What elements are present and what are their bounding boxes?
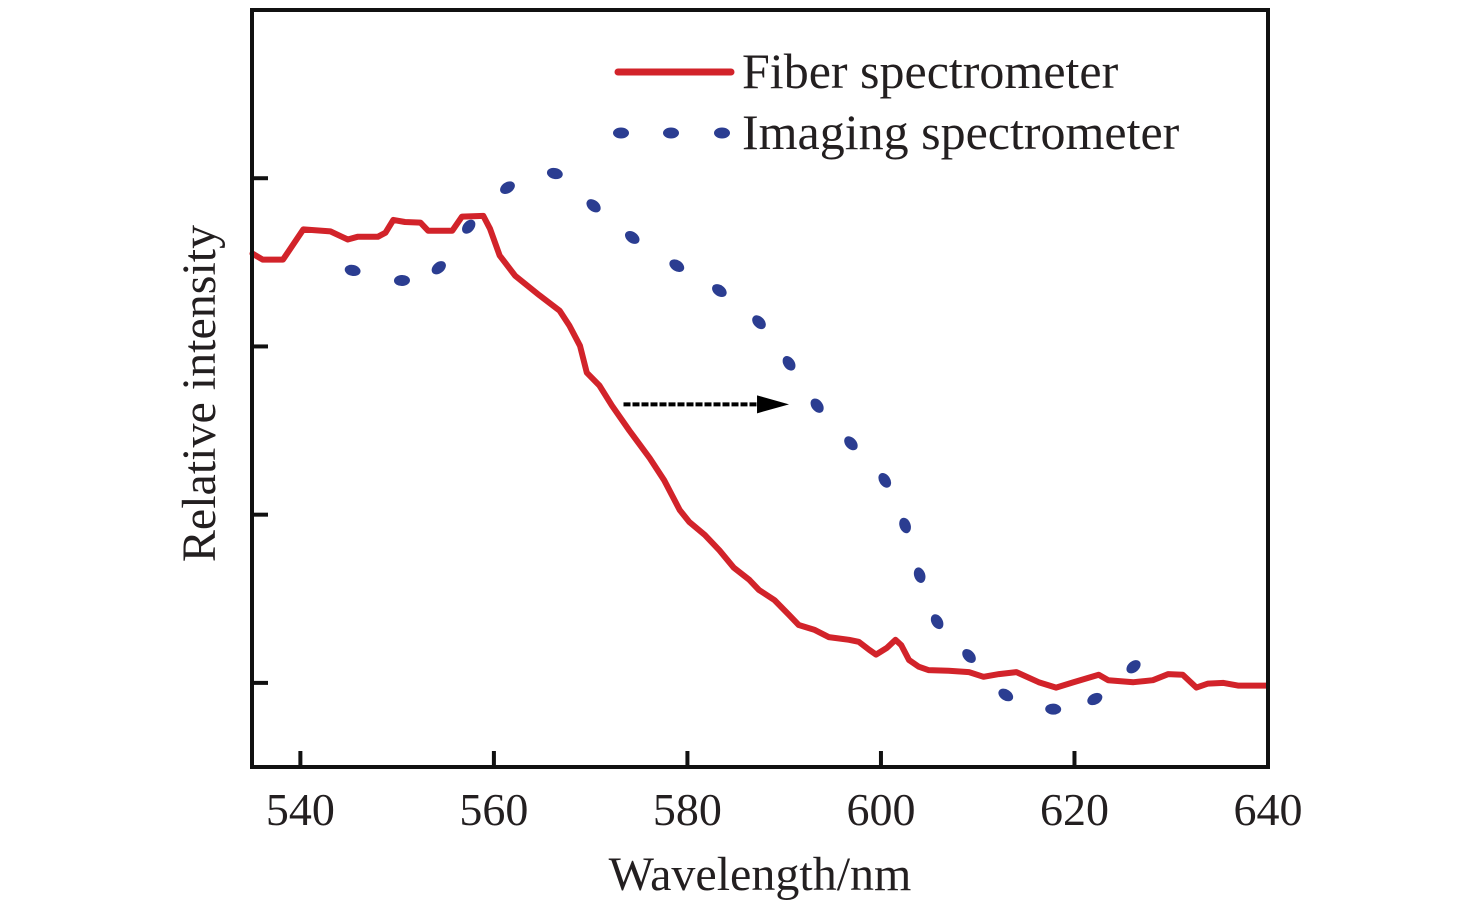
legend-dot <box>663 127 679 139</box>
shift-arrow-head <box>757 395 790 414</box>
series-layer <box>249 167 1270 715</box>
x-tick-label: 560 <box>459 784 528 835</box>
series-point-imaging-spectrometer <box>712 284 727 297</box>
series-point-imaging-spectrometer <box>1087 692 1103 706</box>
legend-swatch-dotted <box>613 127 730 139</box>
series-point-imaging-spectrometer <box>878 473 892 488</box>
series-point-imaging-spectrometer <box>962 649 976 663</box>
x-tick-label: 620 <box>1040 784 1109 835</box>
series-point-imaging-spectrometer <box>669 259 685 272</box>
series-point-imaging-spectrometer <box>998 688 1014 702</box>
series-point-imaging-spectrometer <box>1045 703 1062 715</box>
legend: Fiber spectrometer Imaging spectrometer <box>613 43 1180 160</box>
series-point-imaging-spectrometer <box>393 274 410 287</box>
series-point-imaging-spectrometer <box>782 356 796 371</box>
series-point-imaging-spectrometer <box>344 264 361 277</box>
series-point-imaging-spectrometer <box>431 261 446 275</box>
series-point-imaging-spectrometer <box>913 567 926 583</box>
series-point-imaging-spectrometer <box>586 199 601 213</box>
series-point-imaging-spectrometer <box>625 230 640 244</box>
x-tick-label: 600 <box>846 784 915 835</box>
series-point-imaging-spectrometer <box>899 517 911 534</box>
legend-label: Fiber spectrometer <box>742 43 1119 99</box>
series-point-imaging-spectrometer <box>546 167 563 180</box>
y-axis-ticks <box>252 176 268 685</box>
annotation-layer <box>623 395 790 414</box>
legend-label: Imaging spectrometer <box>742 104 1180 160</box>
series-point-imaging-spectrometer <box>930 614 944 630</box>
series-line-fiber-spectrometer <box>249 212 1270 691</box>
legend-dot <box>714 127 730 139</box>
series-point-imaging-spectrometer <box>1126 660 1141 674</box>
series-point-imaging-spectrometer <box>810 398 824 413</box>
y-axis-title: Relative intensity <box>173 225 226 562</box>
legend-item-imaging: Imaging spectrometer <box>613 104 1180 160</box>
series-point-imaging-spectrometer <box>462 219 476 234</box>
x-axis-ticks: 540 560 580 600 620 640 <box>266 751 1303 835</box>
series-point-imaging-spectrometer <box>500 181 515 194</box>
legend-dot <box>613 127 629 139</box>
x-axis-title: Wavelength/nm <box>609 848 912 901</box>
plot-frame <box>250 8 1270 769</box>
series-point-imaging-spectrometer <box>844 436 858 451</box>
legend-item-fiber: Fiber spectrometer <box>614 43 1119 99</box>
series-point-imaging-spectrometer <box>752 315 766 330</box>
x-tick-label: 580 <box>653 784 722 835</box>
x-tick-label: 640 <box>1234 784 1303 835</box>
x-tick-label: 540 <box>266 784 335 835</box>
